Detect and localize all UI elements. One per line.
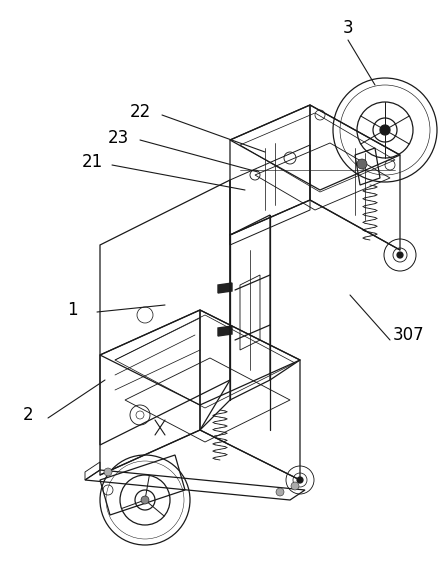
Text: 22: 22 bbox=[129, 103, 150, 121]
Circle shape bbox=[141, 496, 149, 504]
Circle shape bbox=[380, 125, 390, 135]
Circle shape bbox=[397, 252, 403, 258]
Circle shape bbox=[291, 482, 299, 490]
Circle shape bbox=[297, 477, 303, 483]
Text: 3: 3 bbox=[343, 19, 353, 37]
Circle shape bbox=[276, 488, 284, 496]
Polygon shape bbox=[218, 326, 232, 336]
Circle shape bbox=[104, 468, 112, 476]
Text: 1: 1 bbox=[67, 301, 77, 319]
Polygon shape bbox=[218, 283, 232, 293]
Text: 307: 307 bbox=[392, 326, 424, 344]
Text: 23: 23 bbox=[107, 129, 128, 147]
Circle shape bbox=[357, 159, 367, 169]
Text: 21: 21 bbox=[81, 153, 103, 171]
Text: 2: 2 bbox=[23, 406, 33, 424]
